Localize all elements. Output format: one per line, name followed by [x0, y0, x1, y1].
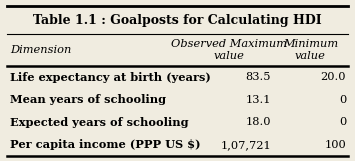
Text: Dimension: Dimension: [10, 45, 71, 55]
Text: 0: 0: [339, 117, 346, 127]
Text: 83.5: 83.5: [246, 72, 271, 82]
Text: Expected years of schooling: Expected years of schooling: [10, 117, 189, 128]
Text: Minimum
value: Minimum value: [283, 39, 338, 61]
Text: 0: 0: [339, 95, 346, 105]
Text: Per capita income (PPP US $): Per capita income (PPP US $): [10, 139, 201, 150]
Text: Observed Maximum
value: Observed Maximum value: [171, 39, 286, 61]
Text: 100: 100: [324, 140, 346, 150]
Text: Table 1.1 : Goalposts for Calculating HDI: Table 1.1 : Goalposts for Calculating HD…: [33, 14, 322, 27]
Text: 20.0: 20.0: [321, 72, 346, 82]
Text: Mean years of schooling: Mean years of schooling: [10, 94, 166, 105]
Text: 18.0: 18.0: [246, 117, 271, 127]
Text: Life expectancy at birth (years): Life expectancy at birth (years): [10, 72, 211, 83]
Text: 13.1: 13.1: [246, 95, 271, 105]
Text: 1,07,721: 1,07,721: [220, 140, 271, 150]
